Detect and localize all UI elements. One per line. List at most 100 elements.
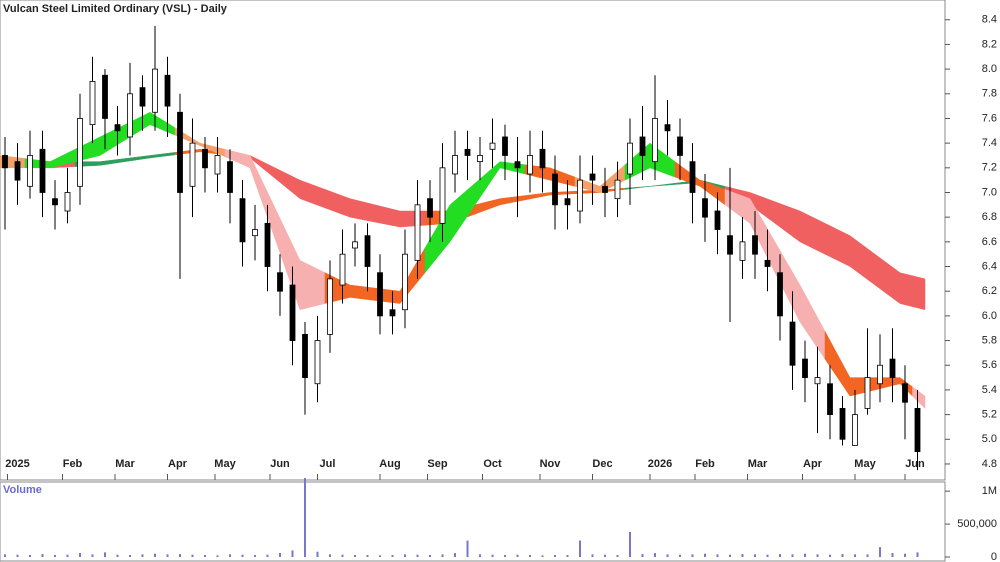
candle-body — [314, 340, 321, 385]
candle-body — [677, 136, 683, 156]
candle-body — [139, 87, 146, 107]
volume-bar — [629, 531, 631, 557]
volume-bar — [154, 553, 156, 557]
y-tick-label: 6.4 — [982, 260, 997, 272]
candle-body — [777, 272, 783, 317]
candle-body — [377, 272, 383, 317]
volume-bar — [816, 554, 819, 557]
x-tick-label: Jul — [320, 458, 336, 470]
candle-body — [127, 93, 133, 138]
candle-body — [152, 68, 158, 113]
volume-bar — [391, 555, 394, 557]
candle-body — [339, 253, 346, 286]
x-tick-label: Oct — [483, 458, 502, 470]
candle-body — [664, 124, 671, 132]
candle-body — [464, 148, 471, 156]
volume-bar — [566, 555, 569, 557]
candle-body — [814, 377, 821, 385]
volume-bar — [879, 547, 881, 557]
volume-bar — [866, 554, 869, 557]
candle-body — [489, 142, 496, 150]
volume-bar — [666, 554, 669, 557]
candle-body — [652, 118, 658, 163]
x-tick-label: Dec — [592, 458, 612, 470]
candle-body — [852, 414, 858, 446]
candle-body — [89, 81, 96, 126]
volume-bar — [779, 554, 781, 557]
y-tick-label: 5.0 — [982, 433, 997, 445]
candle-body — [252, 229, 258, 237]
candle-body — [352, 241, 358, 249]
candle-body — [414, 204, 421, 261]
volume-bar — [16, 554, 19, 557]
x-tick-label: Mar — [115, 458, 135, 470]
x-tick-label: 2026 — [648, 458, 672, 470]
candle-body — [602, 185, 608, 193]
x-tick-label: Jun — [270, 458, 290, 470]
candle-body — [752, 235, 758, 255]
y-tick-label: 8.4 — [982, 14, 997, 26]
volume-bar — [354, 555, 356, 557]
candle-body — [2, 155, 8, 169]
candle-body — [27, 155, 33, 187]
volume-bar — [366, 555, 369, 557]
candle-body — [839, 408, 846, 440]
candle-body — [202, 148, 208, 169]
volume-tick-label: 1M — [982, 485, 997, 497]
volume-bar — [279, 553, 281, 557]
candle-body — [527, 155, 533, 175]
volume-bar — [341, 554, 344, 557]
candle-body — [864, 377, 871, 409]
volume-bar — [254, 555, 256, 557]
candle-body — [164, 74, 171, 107]
candle-body — [289, 284, 296, 341]
volume-bar — [41, 554, 44, 557]
candle-body — [52, 198, 58, 206]
volume-bar — [554, 555, 556, 557]
y-tick-label: 5.8 — [982, 334, 997, 346]
y-tick-label: 5.6 — [982, 359, 997, 371]
candle-body — [577, 179, 583, 212]
y-tick-label: 6.8 — [982, 211, 997, 223]
candle-body — [714, 210, 721, 230]
volume-bar — [529, 555, 531, 557]
x-tick-label: Feb — [695, 458, 715, 470]
candle-body — [427, 198, 433, 218]
candle-body — [77, 118, 83, 187]
y-tick-label: 7.0 — [982, 186, 997, 198]
candle-body — [14, 161, 21, 181]
candle-body — [327, 278, 333, 335]
candle-body — [477, 155, 483, 163]
candle-body — [264, 222, 271, 267]
x-tick-label: Feb — [63, 458, 83, 470]
candle-body — [277, 272, 283, 292]
volume-label: Volume — [3, 484, 42, 496]
y-tick-label: 7.6 — [982, 112, 997, 124]
volume-bar — [241, 554, 244, 557]
y-tick-label: 6.2 — [982, 285, 997, 297]
candle-body — [552, 173, 558, 206]
candle-body — [452, 155, 458, 175]
candle-body — [702, 198, 708, 218]
ribbon-segment — [912, 275, 926, 311]
volume-bar — [104, 552, 106, 557]
volume-bar — [841, 554, 844, 557]
y-tick-label: 7.8 — [982, 88, 997, 100]
volume-bar — [704, 553, 706, 557]
x-tick-label: Apr — [168, 458, 188, 470]
volume-bar — [854, 554, 856, 557]
x-tick-label: May — [214, 458, 236, 470]
volume-bar — [591, 554, 594, 557]
volume-bar — [829, 554, 831, 557]
candle-body — [102, 74, 108, 119]
volume-tick-label: 500,000 — [957, 518, 997, 530]
candle-body — [614, 179, 621, 200]
candle-body — [789, 321, 796, 366]
volume-bar — [904, 553, 906, 557]
volume-bar — [616, 555, 619, 557]
candle-body — [564, 198, 571, 206]
volume-bar — [191, 554, 194, 557]
candle-body — [302, 333, 308, 378]
chart-title: Vulcan Steel Limited Ordinary (VSL) - Da… — [3, 3, 228, 15]
candle-body — [189, 142, 196, 187]
